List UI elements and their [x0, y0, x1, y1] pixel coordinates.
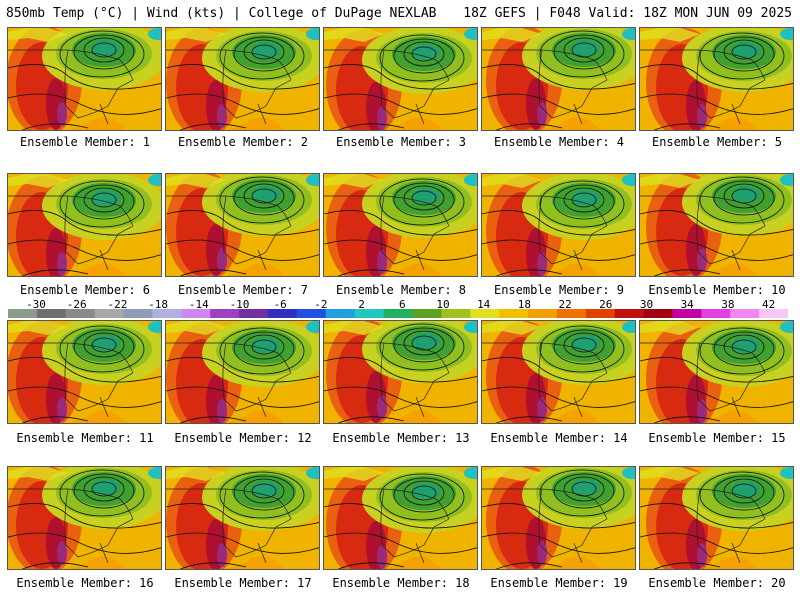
- colorbar-tick-label: 30: [639, 298, 654, 311]
- ensemble-member-map: [481, 320, 636, 424]
- colorbar-swatch: [585, 309, 616, 318]
- colorbar-tick-label: -10: [229, 298, 250, 311]
- ensemble-member-map: [7, 173, 162, 277]
- colorbar-swatch: [412, 309, 442, 318]
- colorbar-swatch: [123, 309, 153, 318]
- ensemble-member-map: [323, 27, 478, 131]
- colorbar-swatch: [383, 309, 413, 318]
- colorbar-tick-label: -6: [273, 298, 287, 311]
- colorbar-swatch: [354, 309, 385, 318]
- ensemble-member-label: Ensemble Member: 5: [651, 135, 783, 149]
- ensemble-member-label: Ensemble Member: 19: [490, 576, 628, 590]
- colorbar-tick-label: 22: [558, 298, 572, 311]
- ensemble-member-label: Ensemble Member: 8: [335, 283, 467, 297]
- ensemble-member-label: Ensemble Member: 2: [177, 135, 309, 149]
- ensemble-member-map: [639, 27, 794, 131]
- ensemble-member-label: Ensemble Member: 13: [332, 431, 470, 445]
- colorbar-swatch: [8, 309, 38, 318]
- colorbar-swatch: [730, 309, 760, 318]
- ensemble-member-map: [165, 466, 320, 570]
- colorbar-swatch: [614, 309, 645, 318]
- ensemble-member-label: Ensemble Member: 16: [16, 576, 154, 590]
- ensemble-member-map: [7, 320, 162, 424]
- colorbar-tick-label: 34: [680, 298, 694, 311]
- colorbar-swatch: [65, 309, 96, 318]
- map-title: 850mb Temp (°C) | Wind (kts) | College o…: [6, 6, 437, 21]
- ensemble-member-label: Ensemble Member: 20: [648, 576, 786, 590]
- colorbar-tick-label: 6: [398, 298, 406, 311]
- colorbar-tick-label: 14: [477, 298, 491, 311]
- colorbar-swatch: [556, 309, 587, 318]
- ensemble-member-map: [323, 320, 478, 424]
- colorbar-swatch: [181, 309, 211, 318]
- ensemble-member-label: Ensemble Member: 12: [174, 431, 312, 445]
- ensemble-member-map: [7, 27, 162, 131]
- ensemble-member-label: Ensemble Member: 11: [16, 431, 154, 445]
- colorbar-swatch: [210, 309, 240, 318]
- ensemble-member-label: Ensemble Member: 6: [19, 283, 151, 297]
- ensemble-member-map: [323, 466, 478, 570]
- ensemble-member-label: Ensemble Member: 10: [648, 283, 786, 297]
- colorbar-swatch: [296, 309, 327, 318]
- colorbar-tick-label: 2: [358, 298, 365, 311]
- colorbar-swatch: [268, 309, 298, 318]
- ensemble-member-map: [639, 173, 794, 277]
- colorbar-tick-label: 26: [599, 298, 613, 311]
- ensemble-member-map: [7, 466, 162, 570]
- colorbar-swatch: [528, 309, 558, 318]
- colorbar-swatch: [759, 309, 788, 318]
- colorbar-tick-label: 10: [436, 298, 450, 311]
- ensemble-member-label: Ensemble Member: 14: [490, 431, 628, 445]
- ensemble-member-map: [639, 466, 794, 570]
- colorbar-swatch: [239, 309, 269, 318]
- ensemble-member-label: Ensemble Member: 7: [177, 283, 309, 297]
- colorbar-tick-label: -2: [314, 298, 328, 311]
- ensemble-member-label: Ensemble Member: 1: [19, 135, 151, 149]
- ensemble-member-map: [165, 320, 320, 424]
- colorbar-swatch: [441, 309, 471, 318]
- colorbar-swatch: [672, 309, 702, 318]
- temperature-colorbar: [8, 309, 788, 318]
- ensemble-member-map: [323, 173, 478, 277]
- ensemble-member-map: [481, 27, 636, 131]
- colorbar-labels: -30 -26 -22 -18 -14 -10 -6 -2 2 6 10 14 18 22 26 30 34 38…: [0, 0, 800, 311]
- ensemble-member-label: Ensemble Member: 18: [332, 576, 470, 590]
- ensemble-member-label: Ensemble Member: 3: [335, 135, 467, 149]
- colorbar-swatch: [94, 309, 125, 318]
- colorbar-tick-label: -18: [148, 298, 169, 311]
- ensemble-member-map: [165, 173, 320, 277]
- colorbar-swatch: [470, 309, 500, 318]
- colorbar-tick-label: -30: [26, 298, 46, 311]
- colorbar-tick-label: 42: [761, 298, 776, 311]
- colorbar-swatch: [499, 309, 529, 318]
- model-run-info: 18Z GEFS | F048 Valid: 18Z MON JUN 09 20…: [463, 6, 792, 21]
- ensemble-member-map: [481, 173, 636, 277]
- colorbar-tick-label: -26: [66, 298, 87, 311]
- colorbar-swatch: [325, 309, 356, 318]
- colorbar-swatch: [152, 309, 182, 318]
- colorbar-swatch: [643, 309, 673, 318]
- ensemble-member-label: Ensemble Member: 9: [493, 283, 625, 297]
- colorbar-tick-label: -14: [188, 298, 209, 311]
- colorbar-tick-label: 18: [517, 298, 532, 311]
- ensemble-member-map: [165, 27, 320, 131]
- ensemble-member-map: [481, 466, 636, 570]
- ensemble-member-label: Ensemble Member: 17: [174, 576, 312, 590]
- ensemble-member-label: Ensemble Member: 15: [648, 431, 786, 445]
- ensemble-member-label: Ensemble Member: 4: [493, 135, 625, 149]
- colorbar-tick-label: 38: [721, 298, 735, 311]
- colorbar-swatch: [36, 309, 67, 318]
- ensemble-member-map: [639, 320, 794, 424]
- colorbar-tick-label: -22: [107, 298, 128, 311]
- colorbar-swatch: [701, 309, 731, 318]
